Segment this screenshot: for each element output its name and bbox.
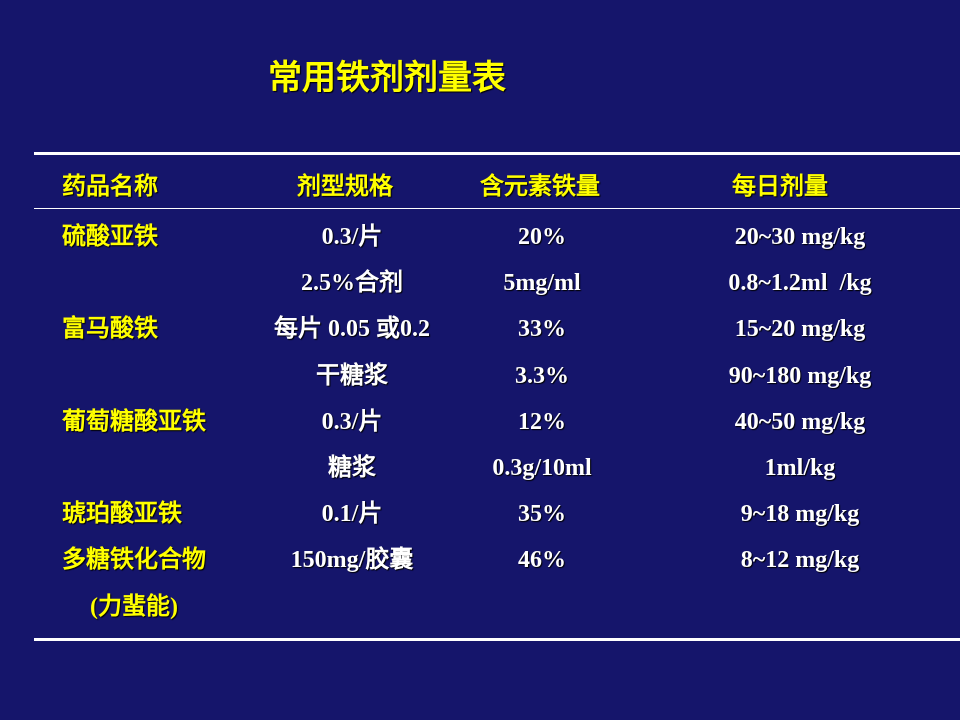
cell-name: (力蜚能)	[90, 593, 178, 620]
cell-form: 每片 0.05 或0.2	[274, 316, 430, 343]
cell-iron: 46%	[518, 547, 566, 574]
cell-name: 葡萄糖酸亚铁	[62, 408, 206, 435]
header-cell: 药品名称	[62, 174, 158, 200]
cell-form: 2.5%合剂	[301, 270, 403, 297]
header-cell: 剂型规格	[297, 174, 393, 200]
cell-dose: 9~18 mg/kg	[740, 501, 860, 528]
cell-iron: 20%	[518, 224, 566, 250]
cell-iron: 3.3%	[515, 362, 569, 389]
cell-form: 0.1/片	[321, 501, 383, 528]
cell-form: 糖浆	[328, 455, 376, 481]
header-cell: 每日剂量	[732, 174, 828, 200]
cell-dose: 90~180 mg/kg	[728, 362, 872, 389]
cell-form: 0.3/片	[321, 224, 383, 250]
cell-form: 干糖浆	[316, 362, 388, 389]
cell-dose: 20~30 mg/kg	[734, 224, 866, 250]
cell-dose: 0.8~1.2ml /kg	[728, 270, 872, 297]
cell-dose: 8~12 mg/kg	[740, 547, 860, 574]
bottom-rule	[34, 638, 960, 641]
cell-name: 琥珀酸亚铁	[62, 501, 182, 528]
cell-iron: 35%	[518, 501, 566, 528]
cell-iron: 33%	[518, 316, 566, 343]
cell-form: 150mg/胶囊	[290, 547, 414, 574]
header-rule	[34, 208, 960, 209]
header-cell: 含元素铁量	[480, 174, 600, 200]
cell-dose: 40~50 mg/kg	[734, 408, 866, 435]
title: 常用铁剂剂量表	[268, 58, 506, 98]
cell-dose: 1ml/kg	[764, 455, 836, 481]
cell-form: 0.3/片	[321, 408, 383, 435]
cell-name: 硫酸亚铁	[62, 224, 158, 250]
top-rule	[34, 152, 960, 155]
cell-name: 富马酸铁	[62, 316, 158, 343]
cell-iron: 5mg/ml	[503, 270, 581, 297]
cell-name: 多糖铁化合物	[62, 547, 206, 574]
cell-dose: 15~20 mg/kg	[734, 316, 866, 343]
cell-iron: 12%	[518, 408, 566, 435]
cell-iron: 0.3g/10ml	[492, 455, 592, 481]
